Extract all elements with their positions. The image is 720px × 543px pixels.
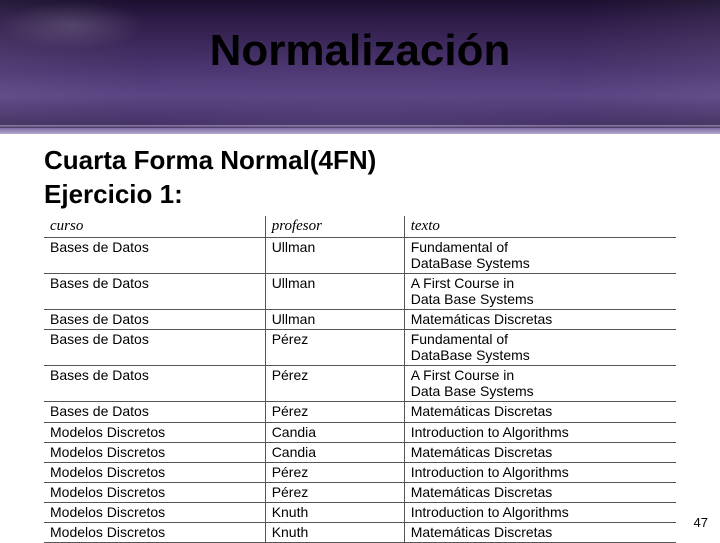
table-row: Modelos DiscretosPérezIntroduction to Al… — [44, 462, 676, 482]
table-row: Modelos DiscretosPérezMatemáticas Discre… — [44, 482, 676, 502]
table-row: Bases de DatosUllmanA First Course inDat… — [44, 273, 676, 309]
table-cell: Pérez — [265, 402, 404, 422]
table-cell: Candia — [265, 442, 404, 462]
page-number: 47 — [694, 515, 708, 530]
slide-content: Cuarta Forma Normal(4FN) Ejercicio 1: — [0, 134, 720, 212]
table-cell: Modelos Discretos — [44, 442, 265, 462]
table-cell: Matemáticas Discretas — [404, 482, 676, 502]
table-row: Bases de DatosUllmanMatemáticas Discreta… — [44, 309, 676, 329]
table-cell: Pérez — [265, 482, 404, 502]
table-cell: A First Course inData Base Systems — [404, 366, 676, 402]
table-cell: Bases de Datos — [44, 309, 265, 329]
table-cell: Ullman — [265, 273, 404, 309]
exercise-label: Ejercicio 1: — [44, 178, 676, 212]
table-cell: Introduction to Algorithms — [404, 462, 676, 482]
data-table: curso profesor texto Bases de DatosUllma… — [44, 216, 676, 543]
table-header-row: curso profesor texto — [44, 216, 676, 238]
table-cell: Modelos Discretos — [44, 422, 265, 442]
table-cell: Modelos Discretos — [44, 482, 265, 502]
table-header-profesor: profesor — [265, 216, 404, 238]
table-cell: Ullman — [265, 309, 404, 329]
table-cell: Bases de Datos — [44, 330, 265, 366]
table-cell: Ullman — [265, 237, 404, 273]
table-cell: Modelos Discretos — [44, 462, 265, 482]
table-cell: Matemáticas Discretas — [404, 402, 676, 422]
table-container: curso profesor texto Bases de DatosUllma… — [44, 216, 676, 543]
table-header-curso: curso — [44, 216, 265, 238]
table-cell: Fundamental ofDataBase Systems — [404, 330, 676, 366]
table-row: Modelos DiscretosCandiaIntroduction to A… — [44, 422, 676, 442]
table-row: Bases de DatosPérezA First Course inData… — [44, 366, 676, 402]
table-row: Bases de DatosPérezFundamental ofDataBas… — [44, 330, 676, 366]
table-cell: A First Course inData Base Systems — [404, 273, 676, 309]
table-cell: Bases de Datos — [44, 366, 265, 402]
table-cell: Matemáticas Discretas — [404, 442, 676, 462]
table-body: Bases de DatosUllmanFundamental ofDataBa… — [44, 237, 676, 543]
table-cell: Bases de Datos — [44, 237, 265, 273]
table-cell: Bases de Datos — [44, 402, 265, 422]
slide-title: Normalización — [0, 26, 720, 76]
table-cell: Pérez — [265, 366, 404, 402]
table-row: Bases de DatosPérezMatemáticas Discretas — [44, 402, 676, 422]
table-row: Modelos DiscretosCandiaMatemáticas Discr… — [44, 442, 676, 462]
slide-subtitle: Cuarta Forma Normal(4FN) — [44, 144, 676, 178]
table-row: Bases de DatosUllmanFundamental ofDataBa… — [44, 237, 676, 273]
table-cell: Introduction to Algorithms — [404, 502, 676, 522]
table-cell: Introduction to Algorithms — [404, 422, 676, 442]
table-cell: Knuth — [265, 502, 404, 522]
table-cell: Bases de Datos — [44, 273, 265, 309]
table-cell: Fundamental ofDataBase Systems — [404, 237, 676, 273]
table-cell: Matemáticas Discretas — [404, 309, 676, 329]
table-cell: Candia — [265, 422, 404, 442]
table-header-texto: texto — [404, 216, 676, 238]
table-row: Modelos DiscretosKnuthIntroduction to Al… — [44, 502, 676, 522]
table-cell: Pérez — [265, 462, 404, 482]
table-cell: Modelos Discretos — [44, 502, 265, 522]
table-cell: Pérez — [265, 330, 404, 366]
